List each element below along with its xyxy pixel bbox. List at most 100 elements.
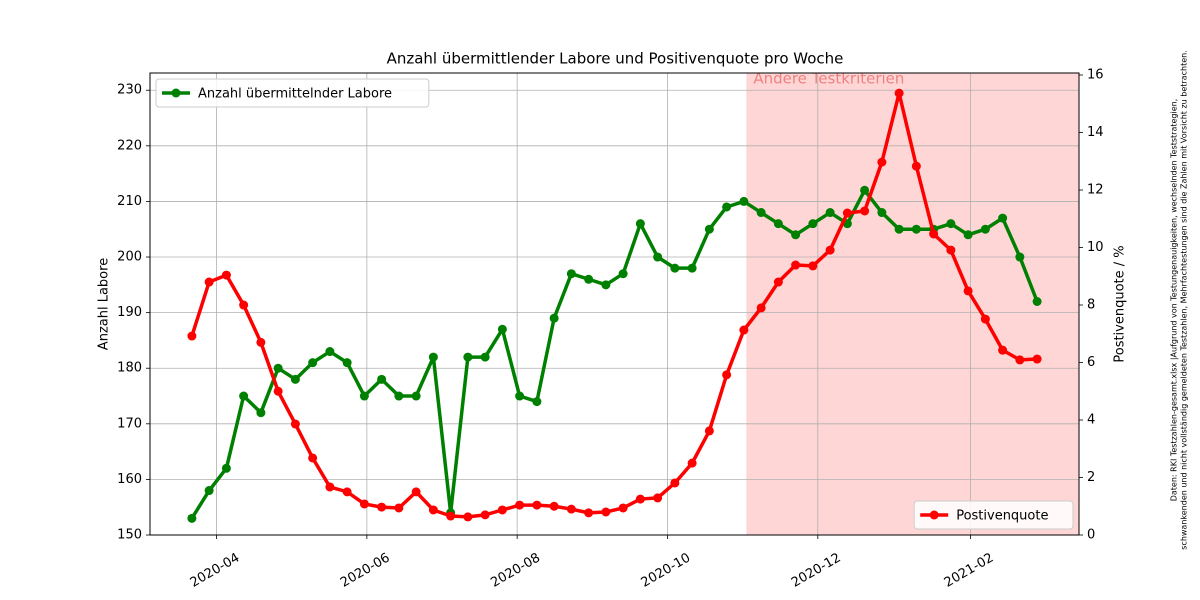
x-tick-label: 2020-12 <box>789 551 844 591</box>
y-axis-label: Anzahl Labore <box>97 258 112 350</box>
point <box>308 453 318 463</box>
point <box>428 352 438 362</box>
point <box>515 500 525 510</box>
y2-tick-label: 14 <box>1087 125 1104 140</box>
point <box>808 219 818 229</box>
point <box>756 208 766 218</box>
x-tick-label: 2020-06 <box>338 551 393 591</box>
point <box>963 230 973 240</box>
point <box>428 505 438 515</box>
y-tick-label: 230 <box>117 83 142 98</box>
point <box>618 503 628 513</box>
point <box>653 493 663 503</box>
legend-label: Anzahl übermittelnder Labore <box>198 87 392 102</box>
point <box>722 202 732 212</box>
point <box>515 391 525 401</box>
point <box>946 245 956 255</box>
point <box>290 374 300 384</box>
point <box>566 504 576 514</box>
point <box>1015 252 1025 262</box>
point <box>566 269 576 279</box>
y2-tick-label: 8 <box>1087 298 1095 313</box>
point <box>1032 296 1042 306</box>
point <box>635 494 645 504</box>
point <box>739 325 749 335</box>
point <box>825 208 835 218</box>
point <box>980 224 990 234</box>
point <box>308 358 318 368</box>
point <box>239 300 249 310</box>
point <box>894 88 904 98</box>
point <box>221 463 231 473</box>
y2-tick-label: 10 <box>1087 240 1104 255</box>
y2-axis-label: Postivenquote / % <box>1113 245 1128 362</box>
point <box>860 206 870 216</box>
point <box>704 426 714 436</box>
legend-marker <box>171 88 181 98</box>
point <box>273 386 283 396</box>
point <box>963 286 973 296</box>
legend: Postivenquote <box>913 500 1074 530</box>
plot-frame <box>149 72 1080 536</box>
point <box>722 370 732 380</box>
point <box>877 208 887 218</box>
point <box>256 337 266 347</box>
legend-box <box>155 78 430 108</box>
y2-tick-label: 12 <box>1087 183 1104 198</box>
point <box>877 157 887 167</box>
point <box>756 303 766 313</box>
point <box>808 261 818 271</box>
point <box>532 397 542 407</box>
point <box>394 503 404 513</box>
region-label: Andere Testkriterien <box>753 70 904 88</box>
point <box>549 501 559 511</box>
point <box>480 352 490 362</box>
y2-tick-label: 2 <box>1087 470 1095 485</box>
point <box>204 486 214 496</box>
point <box>342 358 352 368</box>
point <box>480 510 490 520</box>
legend: Anzahl übermittelnder Labore <box>155 78 430 108</box>
chart-title: Anzahl übermittlender Labore und Positiv… <box>387 50 844 68</box>
point <box>773 219 783 229</box>
legend-label: Postivenquote <box>956 509 1048 524</box>
point <box>653 252 663 262</box>
point <box>446 511 456 521</box>
point <box>980 314 990 324</box>
source-note: schwankenden und nicht vollständig gemel… <box>1180 50 1189 550</box>
point <box>290 419 300 429</box>
point <box>187 331 197 341</box>
legend-marker <box>929 510 939 520</box>
point <box>325 347 335 357</box>
point <box>463 352 473 362</box>
point <box>463 512 473 522</box>
point <box>394 391 404 401</box>
point <box>411 487 421 497</box>
point <box>497 324 507 334</box>
point <box>204 277 214 287</box>
source-note: Daten: RKI Testzahlen-gesamt.xlsx |Aufgr… <box>1170 99 1179 502</box>
x-tick-label: 2020-08 <box>488 551 543 591</box>
point <box>497 505 507 515</box>
y-tick-label: 190 <box>117 305 142 320</box>
point <box>618 269 628 279</box>
y-tick-label: 160 <box>117 472 142 487</box>
point <box>894 224 904 234</box>
shaded-region <box>746 73 1079 535</box>
point <box>670 478 680 488</box>
point <box>221 270 231 280</box>
y-tick-label: 220 <box>117 138 142 153</box>
y-tick-label: 170 <box>117 416 142 431</box>
point <box>239 391 249 401</box>
x-tick-label: 2020-04 <box>188 551 243 591</box>
y2-tick-label: 0 <box>1087 528 1095 543</box>
point <box>601 507 611 517</box>
point <box>359 499 369 509</box>
point <box>187 513 197 523</box>
point <box>377 502 387 512</box>
y-tick-label: 200 <box>117 250 142 265</box>
point <box>687 263 697 273</box>
point <box>549 313 559 323</box>
y-tick-label: 150 <box>117 528 142 543</box>
